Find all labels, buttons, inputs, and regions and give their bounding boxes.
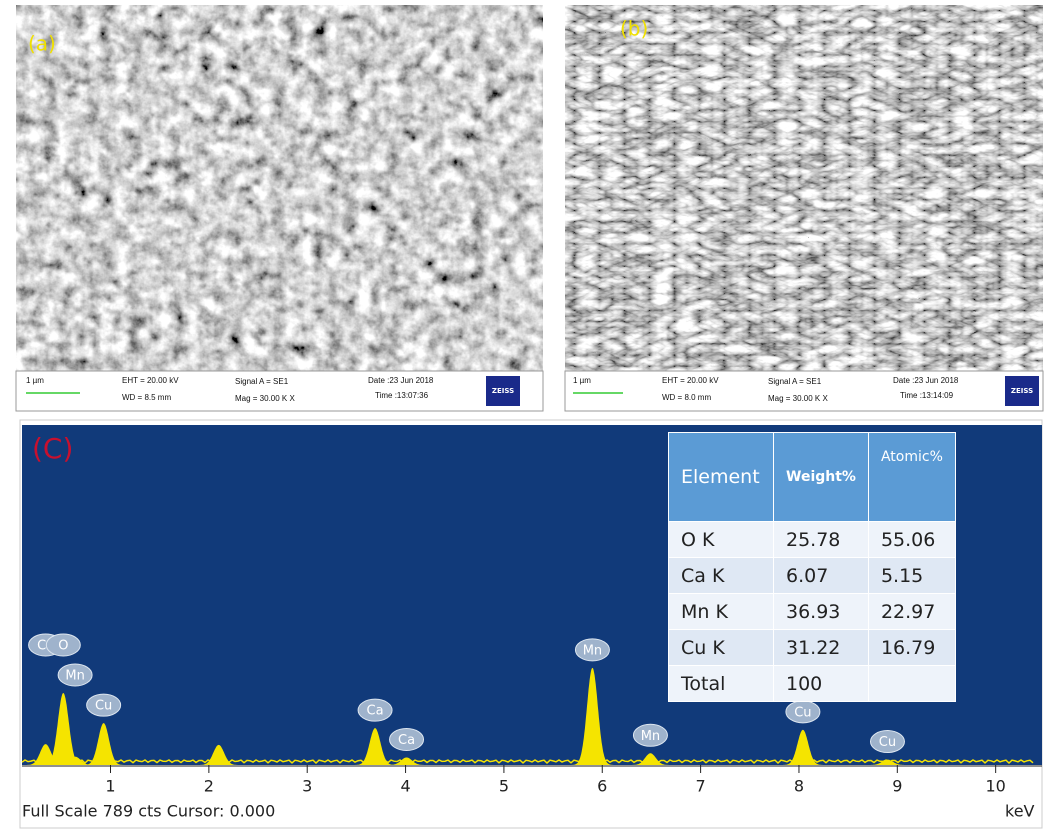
- page: (a) 1 µm EHT = 20.00 kV WD = 8.5 mm Sign…: [0, 0, 1044, 830]
- table-cell: O K: [669, 522, 774, 558]
- table-cell: [868, 666, 955, 702]
- table-cell: 31.22: [774, 630, 869, 666]
- x-axis-label: keV: [1005, 802, 1035, 821]
- table-cell: 25.78: [774, 522, 869, 558]
- table-cell: 22.97: [868, 594, 955, 630]
- sem-image: [16, 5, 543, 371]
- peak-label: Mn: [641, 729, 660, 744]
- header-cell: Atomic%: [868, 433, 955, 522]
- info-text: EHT = 20.00 kV: [122, 376, 179, 385]
- x-tick-label: 2: [204, 777, 214, 796]
- info-text: Mag = 30.00 K X: [235, 394, 295, 403]
- logo: ZEISS: [1011, 387, 1033, 395]
- table-cell: 100: [774, 666, 869, 702]
- logo: ZEISS: [492, 387, 514, 395]
- x-tick-label: 1: [105, 777, 115, 796]
- table-cell: 36.93: [774, 594, 869, 630]
- info-text: WD = 8.0 mm: [662, 393, 711, 402]
- info-text: Signal A = SE1: [768, 377, 822, 386]
- table-cell: 16.79: [868, 630, 955, 666]
- peak-label: Ca: [367, 704, 384, 719]
- panel-label: (C): [32, 432, 73, 465]
- panel-label: (b): [620, 17, 648, 41]
- table-cell: Total: [669, 666, 774, 702]
- x-tick-label: 5: [499, 777, 509, 796]
- table-cell: Cu K: [669, 630, 774, 666]
- x-tick-label: 4: [400, 777, 410, 796]
- x-tick-label: 8: [794, 777, 804, 796]
- info-text: EHT = 20.00 kV: [662, 376, 719, 385]
- x-tick-label: 10: [985, 777, 1005, 796]
- panel-label: (a): [28, 32, 56, 56]
- peak-label: Mn: [65, 668, 84, 683]
- peak-label: Cu: [794, 705, 811, 720]
- info-text: Date :23 Jun 2018: [893, 376, 959, 385]
- scale-text: 1 µm: [26, 376, 44, 385]
- scale-text: 1 µm: [573, 376, 591, 385]
- table-cell: 6.07: [774, 558, 869, 594]
- table-cell: Mn K: [669, 594, 774, 630]
- peak-label: O: [58, 638, 68, 653]
- x-tick-label: 9: [892, 777, 902, 796]
- peak-label: Ca: [398, 733, 415, 748]
- peak-label: Cu: [879, 735, 896, 750]
- x-tick-label: 7: [696, 777, 706, 796]
- figure: (a) 1 µm EHT = 20.00 kV WD = 8.5 mm Sign…: [0, 0, 1044, 830]
- info-text: Time :13:14:09: [900, 391, 954, 400]
- table-cell: Ca K: [669, 558, 774, 594]
- header-cell: Weight%: [774, 433, 869, 522]
- info-text: Mag = 30.00 K X: [768, 394, 828, 403]
- peak-label: Cu: [95, 699, 112, 714]
- x-tick-label: 6: [597, 777, 607, 796]
- peak-label: Mn: [583, 643, 602, 658]
- info-text: Time :13:07:36: [375, 391, 429, 400]
- info-text: Signal A = SE1: [235, 377, 289, 386]
- header-cell: Element: [669, 433, 774, 522]
- info-text: Date :23 Jun 2018: [368, 376, 434, 385]
- table-cell: 5.15: [868, 558, 955, 594]
- x-tick-label: 3: [302, 777, 312, 796]
- footer-text: Full Scale 789 cts Cursor: 0.000: [22, 802, 275, 821]
- info-text: WD = 8.5 mm: [122, 393, 171, 402]
- table-cell: 55.06: [868, 522, 955, 558]
- sem-image: [565, 5, 1043, 371]
